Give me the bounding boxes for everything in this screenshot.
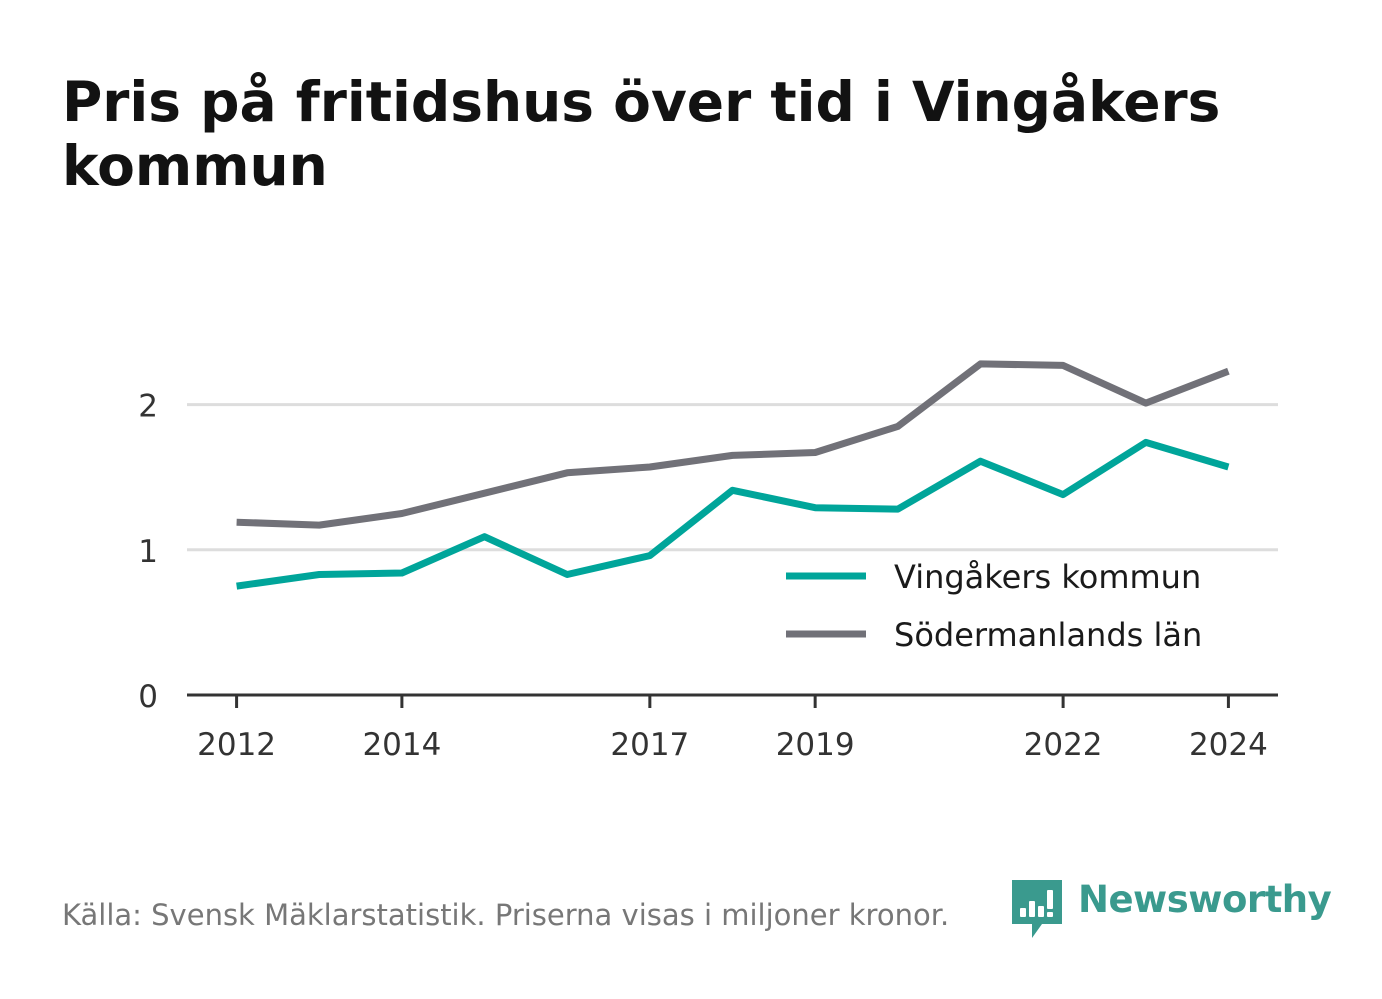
y-tick-label: 1	[138, 534, 158, 570]
x-tick-label: 2012	[197, 727, 276, 763]
grid-lines	[187, 403, 1278, 552]
source-note: Källa: Svensk Mäklarstatistik. Priserna …	[62, 898, 950, 932]
x-tick-label: 2022	[1024, 727, 1103, 763]
x-axis: 2012 2014 2017 2019 2022 2024	[187, 693, 1278, 763]
legend-label: Vingåkers kommun	[894, 558, 1201, 596]
series-line-0	[236, 438, 1230, 590]
y-axis-labels: 0 1 2	[138, 389, 158, 715]
brand: Newsworthy	[1012, 878, 1332, 940]
legend-label: Södermanlands län	[894, 616, 1202, 654]
x-tick-label: 2017	[610, 727, 689, 763]
series-lines	[236, 360, 1230, 590]
newsworthy-logo-icon	[1012, 880, 1062, 938]
y-tick-label: 2	[138, 389, 158, 425]
chart-title: Pris på fritidshus över tid i Vingåkers …	[62, 70, 1221, 198]
legend: Vingåkers kommun Södermanlands län	[772, 552, 1252, 672]
y-tick-label: 0	[138, 679, 158, 715]
x-tick-label: 2019	[776, 727, 855, 763]
x-tick-label: 2024	[1189, 727, 1268, 763]
legend-background	[772, 552, 1252, 672]
x-tick-label: 2014	[362, 727, 441, 763]
brand-name: Newsworthy	[1078, 878, 1332, 921]
series-line-1	[236, 360, 1230, 529]
